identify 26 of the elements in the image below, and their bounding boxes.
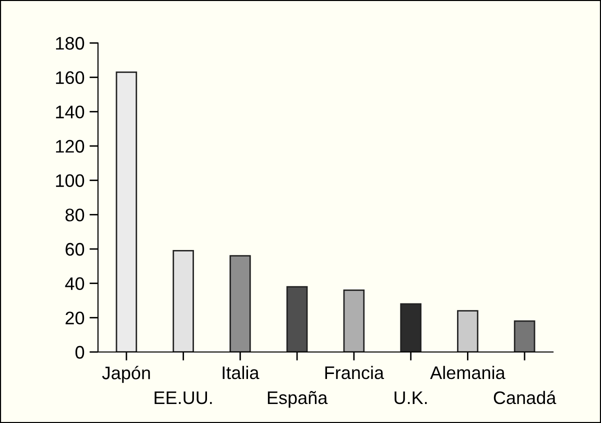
bar bbox=[400, 303, 422, 352]
y-tick-label: 100 bbox=[56, 174, 84, 188]
x-tick-label: EE.UU. bbox=[154, 392, 212, 404]
y-tick-label: 120 bbox=[56, 140, 84, 153]
x-tick-label: Alemania bbox=[430, 366, 506, 380]
x-tick-label: Japón bbox=[102, 366, 150, 383]
x-tick-label: Francia bbox=[325, 366, 384, 380]
y-tick-label: 40 bbox=[65, 277, 84, 290]
bar bbox=[514, 320, 536, 352]
bar bbox=[457, 310, 478, 352]
x-tick-label: Italia bbox=[222, 366, 260, 380]
y-tick-label: 140 bbox=[56, 106, 84, 118]
y-tick-label: 20 bbox=[66, 312, 84, 324]
y-tick-label: 60 bbox=[66, 242, 84, 256]
bar bbox=[343, 290, 365, 352]
y-tick-label: 160 bbox=[56, 71, 84, 84]
x-tick-label: U.K. bbox=[394, 392, 427, 404]
bar bbox=[172, 250, 194, 352]
y-tick-label: 180 bbox=[56, 36, 84, 50]
x-tick-label: España bbox=[268, 391, 328, 408]
bar bbox=[230, 255, 251, 352]
x-tick-label: Canadá bbox=[494, 390, 556, 404]
bar bbox=[116, 71, 138, 352]
y-tick-label: 0 bbox=[75, 346, 84, 359]
y-tick-label: 80 bbox=[66, 208, 84, 222]
bar bbox=[286, 286, 308, 352]
